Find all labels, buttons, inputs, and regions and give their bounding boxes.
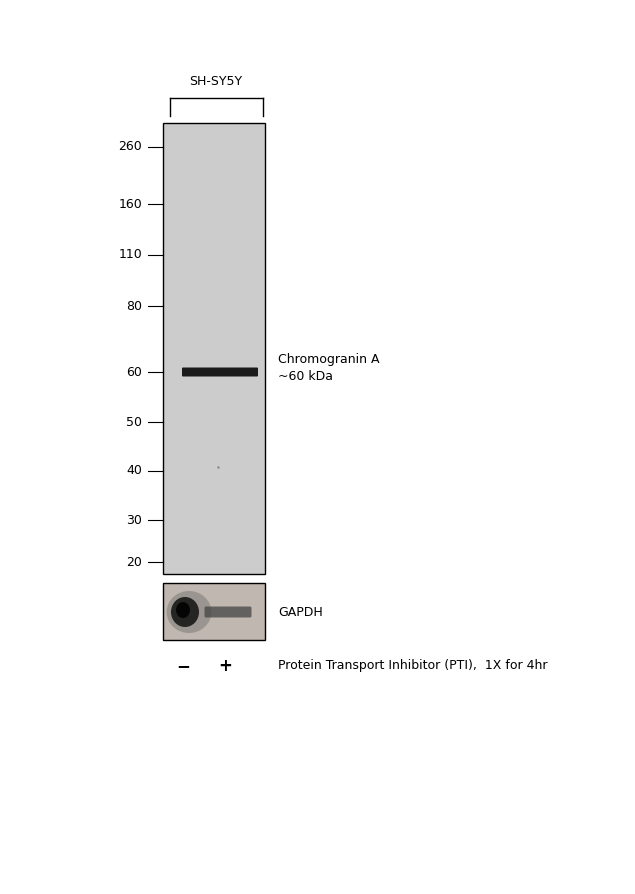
Text: +: +	[218, 657, 232, 675]
Text: Protein Transport Inhibitor (PTI),  1X for 4hr: Protein Transport Inhibitor (PTI), 1X fo…	[278, 660, 547, 672]
Text: 80: 80	[126, 299, 142, 313]
Text: −: −	[176, 657, 190, 675]
Text: 20: 20	[126, 555, 142, 569]
Bar	[163, 123, 265, 574]
Text: 30: 30	[126, 513, 142, 527]
Ellipse shape	[176, 602, 190, 618]
Text: 40: 40	[126, 465, 142, 477]
FancyBboxPatch shape	[204, 606, 251, 618]
Bar	[163, 583, 265, 640]
Text: Chromogranin A
~60 kDa: Chromogranin A ~60 kDa	[278, 352, 380, 384]
Ellipse shape	[166, 591, 211, 633]
Text: 60: 60	[126, 366, 142, 378]
Text: 260: 260	[118, 140, 142, 154]
Ellipse shape	[171, 597, 199, 627]
FancyBboxPatch shape	[182, 367, 258, 376]
Text: 50: 50	[126, 416, 142, 428]
Text: 110: 110	[118, 249, 142, 262]
Text: 160: 160	[118, 198, 142, 210]
Text: GAPDH: GAPDH	[278, 605, 323, 619]
Text: SH-SY5Y: SH-SY5Y	[189, 75, 243, 88]
